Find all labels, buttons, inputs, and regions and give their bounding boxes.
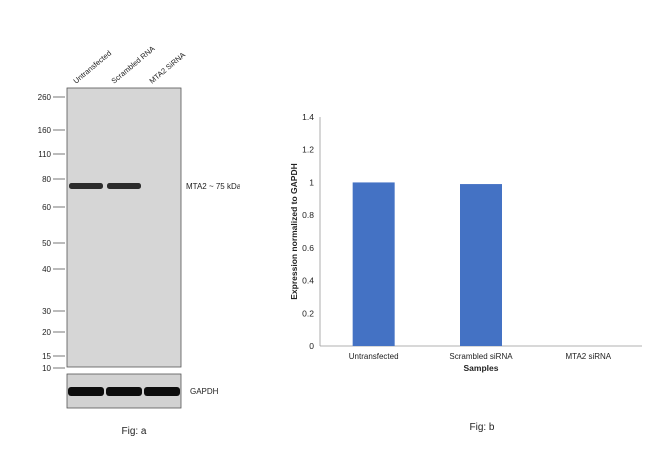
figure-caption: Fig: b (469, 422, 494, 433)
marker-label: 10 (42, 364, 51, 373)
western-blot-svg: 2601601108060504030201510UntransfectedSc… (38, 44, 242, 437)
y-axis-title: Expression normalized to GAPDH (289, 163, 299, 300)
y-tick-label: 0.2 (302, 308, 314, 318)
marker-label: 260 (38, 93, 52, 102)
x-tick-label: MTA2 siRNA (566, 352, 612, 361)
y-tick-label: 1 (309, 177, 314, 187)
marker-label: 20 (42, 328, 51, 337)
marker-label: 50 (42, 239, 51, 248)
gel-panel (66, 87, 182, 368)
marker-label: 60 (42, 203, 51, 212)
band-label: MTA2 ~ 75 kDa (186, 182, 240, 191)
marker-label: 30 (42, 307, 51, 316)
gapdh-label: GAPDH (190, 387, 219, 396)
x-axis-title: Samples (464, 363, 499, 373)
bar (460, 184, 502, 346)
marker-label: 80 (42, 175, 51, 184)
marker-label: 15 (42, 352, 51, 361)
y-tick-label: 0.8 (302, 210, 314, 220)
marker-label: 160 (38, 126, 52, 135)
y-tick-label: 0 (309, 341, 314, 351)
marker-label: 110 (38, 150, 51, 159)
mta2-band (107, 183, 141, 189)
figure-caption: Fig: a (121, 426, 146, 437)
gapdh-band (144, 387, 180, 396)
gapdh-band (106, 387, 142, 396)
mta2-band (69, 183, 103, 189)
gapdh-band (68, 387, 104, 396)
x-tick-label: Untransfected (349, 352, 399, 361)
y-tick-label: 1.4 (302, 112, 314, 122)
bar (352, 182, 395, 346)
marker-label: 40 (42, 265, 51, 274)
lane-label: MTA2 SiRNA (148, 50, 188, 85)
western-blot-figure: 260 160 110 80 60 50 40 30 20 15 10 Untransfected Sc… (0, 0, 242, 459)
lane-label: Untransfected (72, 49, 114, 86)
y-tick-label: 1.2 (302, 145, 314, 155)
y-tick-label: 0.4 (302, 276, 314, 286)
bar-chart-svg: 0 0.2 0.4 0.6 0.8 1 1.2 1.4 Untransfected Scrambl… (289, 112, 642, 433)
x-tick-label: Scrambled siRNA (449, 352, 513, 361)
bar-chart-figure: 0 0.2 0.4 0.6 0.8 1 1.2 1.4 Untransfected Scrambl… (270, 0, 650, 459)
y-tick-label: 0.6 (302, 243, 314, 253)
